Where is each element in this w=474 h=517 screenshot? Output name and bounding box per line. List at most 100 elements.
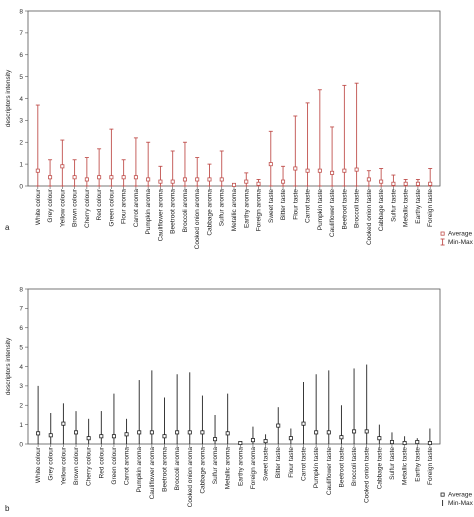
mean-marker: [391, 181, 396, 186]
category-label: Carrot taste: [301, 447, 308, 481]
category-label: Pumpkin taste: [317, 189, 324, 231]
category-label: Earthy taste: [415, 189, 422, 224]
category-label: Earthy aroma: [243, 189, 250, 228]
y-tick-label: 3: [19, 383, 23, 390]
category-label: Flour taste: [288, 447, 295, 478]
category-label: Metallic aroma: [225, 447, 232, 490]
category-label: Yellow colour: [59, 188, 66, 227]
mean-marker: [379, 179, 384, 184]
mean-marker: [137, 430, 142, 435]
mean-marker: [60, 164, 65, 169]
category-label: Sweet taste: [263, 447, 270, 481]
mean-marker: [35, 168, 40, 173]
y-tick-label: 7: [19, 306, 23, 313]
y-tick-label: 1: [19, 161, 23, 168]
y-tick-label: 0: [19, 441, 23, 448]
mean-marker: [314, 430, 319, 435]
category-label: Cherry colour: [86, 446, 93, 486]
mean-marker: [72, 175, 77, 180]
category-label: Flour taste: [292, 189, 299, 220]
category-label: Cabbage aroma: [199, 447, 206, 494]
category-label: White colour: [35, 446, 42, 483]
mean-marker: [231, 182, 236, 187]
category-label: Bitter taste: [280, 189, 287, 220]
category-label: Green colour: [108, 188, 115, 226]
category-label: Grey colour: [47, 188, 54, 222]
category-label: Beetroot taste: [338, 447, 345, 488]
category-label: Cauliflower taste: [326, 447, 333, 495]
category-label: Sulfur taste: [389, 447, 396, 480]
mean-marker: [276, 423, 281, 428]
legend-range-label: Min-Max: [448, 500, 474, 507]
mean-marker: [428, 181, 433, 186]
panel-label: b: [5, 504, 10, 513]
mean-marker: [219, 177, 224, 182]
category-label: Red colour: [96, 188, 103, 220]
category-label: Pumpkin aroma: [145, 189, 152, 235]
mean-marker: [288, 436, 293, 441]
y-axis-label: descriptors intensity: [5, 337, 12, 395]
mean-marker: [256, 181, 261, 186]
mean-marker: [268, 162, 273, 167]
category-label: Flour aroma: [121, 189, 128, 224]
mean-marker: [162, 434, 167, 439]
category-label: Sulfur taste: [390, 189, 397, 222]
category-label: White colour: [35, 188, 42, 225]
y-tick-label: 8: [19, 286, 23, 293]
category-label: Cabbage aroma: [206, 189, 213, 236]
mean-marker: [250, 438, 255, 443]
legend-range-label: Min-Max: [448, 239, 474, 246]
category-label: Pumpkin aroma: [136, 447, 143, 493]
mean-marker: [158, 179, 163, 184]
category-label: Cherry colour: [84, 188, 91, 228]
mean-marker: [182, 177, 187, 182]
mean-marker: [48, 433, 53, 438]
mean-marker: [74, 430, 79, 435]
legend-mean-label: Average: [448, 492, 472, 499]
category-label: Cooked onion aroma: [194, 189, 201, 250]
mean-marker: [415, 181, 420, 186]
category-label: Cabbage taste: [378, 189, 385, 232]
category-label: Broccoli taste: [354, 189, 361, 228]
mean-marker: [281, 179, 286, 184]
mean-marker: [133, 175, 138, 180]
mean-marker: [48, 175, 53, 180]
mean-marker: [124, 432, 129, 437]
mean-marker: [84, 177, 89, 182]
mean-marker: [175, 430, 180, 435]
mean-marker: [366, 177, 371, 182]
mean-marker: [111, 434, 116, 439]
y-tick-label: 1: [19, 422, 23, 429]
mean-marker: [415, 440, 420, 445]
mean-marker: [317, 168, 322, 173]
mean-marker: [263, 439, 268, 444]
mean-marker: [339, 435, 344, 440]
mean-marker: [200, 430, 205, 435]
category-label: Foreign aroma: [250, 447, 257, 490]
mean-marker: [99, 434, 104, 439]
y-axis-label: descriptors intensity: [5, 69, 12, 127]
category-label: Cabbage taste: [376, 447, 383, 490]
plot-frame: [27, 288, 441, 445]
mean-marker: [187, 430, 192, 435]
mean-marker: [146, 177, 151, 182]
category-label: Beetroot aroma: [161, 447, 168, 492]
mean-marker: [238, 441, 243, 446]
category-label: Red colour: [98, 446, 105, 478]
mean-marker: [195, 177, 200, 182]
y-tick-label: 2: [19, 403, 23, 410]
mean-marker: [109, 175, 114, 180]
mean-marker: [293, 166, 298, 171]
category-label: Earthy taste: [414, 447, 421, 482]
mean-marker: [121, 175, 126, 180]
category-label: Cooked onion taste: [366, 189, 373, 245]
category-label: Sulfur aroma: [212, 447, 219, 485]
y-tick-label: 8: [19, 8, 23, 15]
plot-frame: [27, 10, 441, 187]
category-label: Cauliflower aroma: [149, 447, 156, 500]
y-tick-label: 2: [19, 140, 23, 147]
category-label: Sulfur aroma: [219, 189, 226, 227]
y-tick-label: 3: [19, 118, 23, 125]
category-label: Broccoli aroma: [182, 189, 189, 233]
